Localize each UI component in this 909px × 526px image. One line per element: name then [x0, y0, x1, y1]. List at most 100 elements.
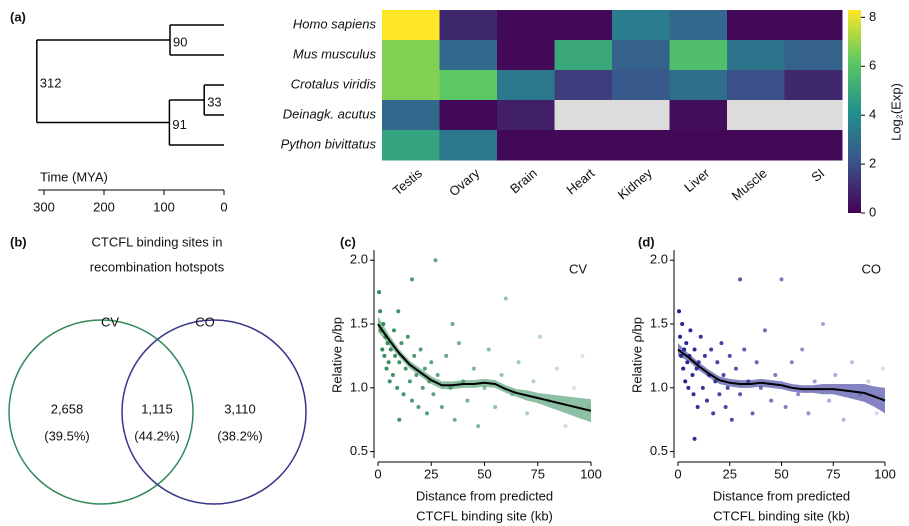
heatmap-cell — [439, 100, 498, 131]
data-point — [754, 360, 759, 365]
data-point — [762, 328, 767, 333]
heatmap-cell — [439, 70, 498, 101]
data-point — [779, 277, 784, 282]
panel-label: (a) — [10, 9, 26, 24]
colorbar-tick-label: 8 — [869, 9, 876, 24]
heatmap-cell — [382, 70, 440, 101]
data-point — [399, 341, 404, 346]
data-point — [685, 360, 690, 365]
data-point — [725, 385, 730, 390]
x-tick-label: 0 — [220, 199, 227, 214]
data-point — [563, 424, 568, 429]
panel-label: (b) — [10, 234, 27, 249]
heatmap-cell — [727, 100, 785, 131]
heatmap-cell — [497, 130, 555, 161]
data-point — [789, 360, 794, 365]
data-point — [733, 366, 738, 371]
x-tick-label: 300 — [33, 199, 55, 214]
data-point — [456, 341, 461, 346]
data-point — [820, 322, 825, 327]
row-label: Deinagk. acutus — [283, 106, 377, 121]
heatmap-cell — [784, 70, 843, 101]
y-axis-label: Relative ρ/bp — [629, 317, 644, 393]
series-label: CO — [862, 261, 882, 276]
heatmap-cell — [439, 40, 498, 71]
data-point — [711, 411, 716, 416]
data-point — [800, 347, 805, 352]
column-label: Liver — [681, 165, 713, 195]
heatmap-cell — [727, 130, 785, 161]
data-point — [382, 353, 387, 358]
x-tick-label: 0 — [674, 466, 681, 481]
data-point — [580, 353, 585, 358]
colorbar-tick-label: 6 — [869, 58, 876, 73]
y-tick-label: 1.0 — [650, 379, 668, 394]
node-label: 312 — [40, 76, 62, 91]
data-point — [677, 309, 682, 314]
data-point — [418, 347, 423, 352]
region-count: 2,658 — [51, 401, 84, 416]
y-tick-label: 1.0 — [350, 379, 368, 394]
data-point — [465, 398, 470, 403]
data-point — [452, 417, 457, 422]
heatmap-cell — [612, 100, 670, 131]
data-point — [397, 417, 402, 422]
heatmap-cell — [784, 40, 843, 71]
heatmap-cell — [784, 100, 843, 131]
data-point — [727, 353, 732, 358]
data-point — [721, 373, 726, 378]
data-point — [704, 398, 709, 403]
heatmap-cell — [382, 100, 440, 131]
data-point — [571, 385, 576, 390]
column-label: Heart — [563, 165, 597, 197]
heatmap-cell — [382, 130, 440, 161]
heatmap-cell — [554, 130, 613, 161]
heatmap-cell — [554, 40, 613, 71]
colorbar — [848, 10, 861, 213]
colorbar-tick-label: 0 — [869, 204, 876, 219]
venn-circle — [121, 319, 307, 505]
data-point — [395, 385, 400, 390]
data-point — [450, 322, 455, 327]
data-point — [435, 373, 440, 378]
data-point — [738, 277, 743, 282]
heatmap-cell — [612, 130, 670, 161]
data-point — [433, 258, 438, 263]
row-label: Python bivittatus — [281, 136, 377, 151]
set-label: CV — [101, 314, 119, 329]
data-point — [476, 424, 481, 429]
heatmap-cell — [612, 40, 670, 71]
data-point — [683, 379, 688, 384]
column-label: Testis — [390, 165, 425, 198]
data-point — [692, 347, 697, 352]
data-point — [471, 366, 476, 371]
row-label: Homo sapiens — [293, 16, 377, 31]
data-point — [729, 417, 734, 422]
heatmap-cell — [612, 10, 670, 41]
data-point — [388, 347, 393, 352]
data-point — [486, 347, 491, 352]
data-point — [719, 341, 724, 346]
region-percent: (39.5%) — [44, 428, 90, 443]
row-label: Crotalus viridis — [291, 76, 377, 91]
data-point — [692, 436, 697, 441]
data-point — [516, 360, 521, 365]
set-label: CO — [195, 314, 215, 329]
x-axis-label: CTCFL binding site (kb) — [416, 508, 553, 523]
smooth-line — [377, 323, 592, 412]
heatmap-cell — [382, 10, 440, 41]
heatmap-cell — [727, 70, 785, 101]
region-count: 3,110 — [224, 401, 256, 416]
data-point — [806, 411, 811, 416]
data-point — [717, 392, 722, 397]
x-axis-label: CTCFL binding site (kb) — [713, 508, 850, 523]
heatmap-cell — [382, 40, 440, 71]
heatmap-cell — [439, 10, 498, 41]
x-tick-label: 50 — [774, 466, 788, 481]
heatmap-cell — [669, 10, 728, 41]
series-label: CV — [569, 261, 587, 276]
node-label: 91 — [172, 117, 186, 132]
heatmap-cell — [439, 130, 498, 161]
data-point — [503, 296, 508, 301]
data-point — [387, 379, 392, 384]
